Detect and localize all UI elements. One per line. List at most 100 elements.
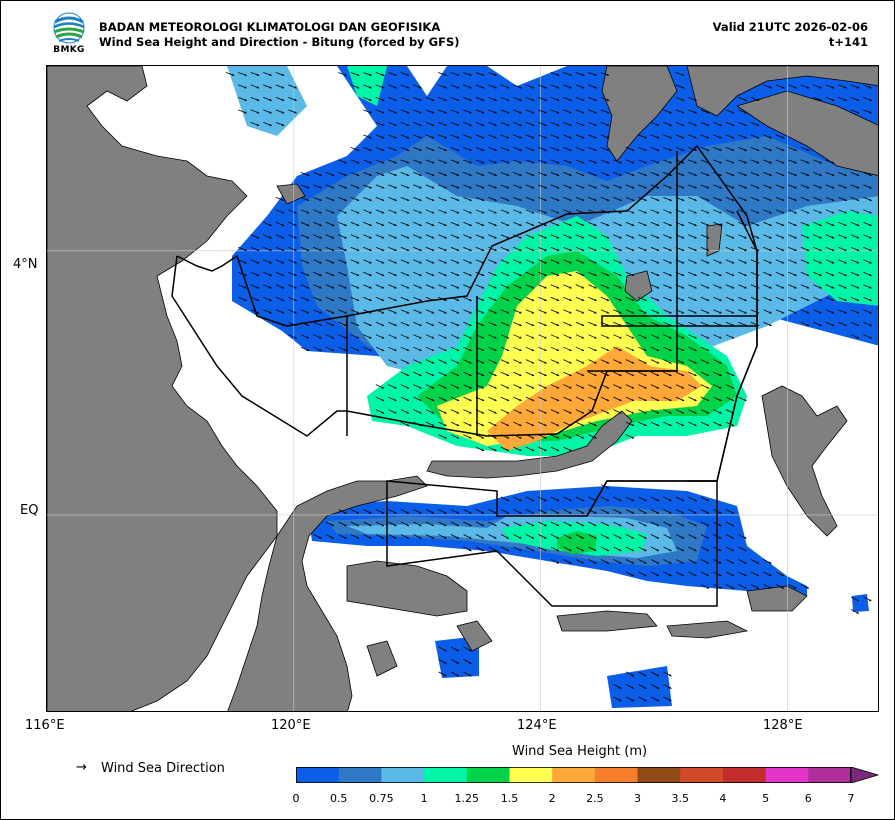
- wind-arrow: [850, 184, 860, 189]
- wind-arrow: [825, 159, 835, 164]
- wind-arrow: [438, 646, 447, 652]
- wind-arrow: [238, 246, 247, 252]
- wind-arrow: [450, 646, 460, 652]
- wind-arrow: [463, 359, 472, 364]
- wind-arrow: [638, 384, 647, 389]
- wind-arrow: [250, 271, 260, 277]
- wind-arrow: [325, 309, 335, 314]
- wind-arrow: [400, 309, 410, 314]
- wind-arrow: [538, 546, 547, 552]
- wind-arrow: [350, 209, 360, 214]
- wind-arrow: [788, 196, 797, 202]
- wind-arrow: [700, 496, 710, 502]
- wind-arrow: [650, 671, 660, 677]
- wind-arrow: [613, 284, 622, 289]
- wind-arrow: [525, 396, 535, 402]
- wind-arrow: [450, 134, 460, 139]
- wind-arrow: [500, 209, 510, 214]
- wind-arrow: [463, 271, 472, 277]
- wind-arrow: [688, 284, 697, 289]
- wind-arrow: [525, 359, 535, 364]
- wind-arrow: [538, 196, 547, 202]
- wind-arrow: [350, 259, 360, 264]
- wind-arrow: [600, 509, 610, 514]
- wind-arrow: [450, 171, 460, 177]
- wind-arrow: [563, 559, 572, 564]
- wind-arrow: [375, 221, 385, 227]
- wind-arrow: [363, 284, 372, 289]
- wind-arrow: [738, 134, 747, 139]
- wind-arrow: [550, 284, 560, 289]
- wind-arrow: [513, 246, 522, 252]
- wind-arrow: [463, 259, 472, 264]
- wind-arrow: [400, 296, 410, 302]
- wind-arrow: [463, 209, 472, 214]
- wind-arrow: [850, 246, 860, 252]
- wind-arrow: [313, 346, 322, 352]
- wind-arrow: [250, 122, 260, 126]
- wind-arrow: [725, 122, 735, 126]
- wind-arrow: [613, 496, 622, 502]
- legend-arrow-label: Wind Sea Direction: [101, 761, 225, 776]
- wind-arrow: [688, 559, 697, 564]
- wind-arrow: [713, 159, 722, 164]
- wind-arrow: [763, 321, 772, 327]
- wind-arrow: [463, 122, 472, 126]
- wind-arrow: [450, 109, 460, 114]
- wind-arrow: [288, 271, 297, 277]
- wind-arrow: [775, 271, 785, 277]
- wind-arrow: [388, 159, 397, 164]
- wind-arrow: [450, 271, 460, 277]
- wind-arrow: [688, 371, 697, 377]
- wind-arrow: [688, 509, 697, 514]
- wind-arrow: [463, 196, 472, 202]
- wind-arrow: [550, 171, 560, 177]
- wind-arrow: [425, 246, 435, 252]
- wind-arrow: [463, 534, 472, 539]
- wind-arrow: [588, 309, 597, 314]
- wind-arrow: [713, 384, 722, 389]
- wind-arrow: [538, 509, 547, 514]
- wind-arrow: [363, 84, 372, 89]
- wind-arrow: [475, 521, 485, 527]
- wind-arrow: [850, 209, 860, 214]
- wind-arrow: [775, 84, 785, 89]
- wind-arrow: [663, 259, 672, 264]
- wind-arrow: [450, 196, 460, 202]
- wind-arrow: [600, 147, 610, 151]
- wind-arrow: [413, 271, 422, 277]
- wind-arrow: [788, 584, 797, 589]
- wind-arrow: [588, 296, 597, 302]
- wind-arrow: [725, 109, 735, 114]
- wind-arrow: [638, 359, 647, 364]
- wind-arrow: [400, 234, 410, 239]
- wind-arrow: [613, 196, 622, 202]
- wind-arrow: [688, 546, 697, 552]
- wind-arrow: [675, 72, 685, 76]
- wind-arrow: [500, 546, 510, 552]
- wind-arrow: [438, 671, 447, 677]
- wind-arrow: [575, 221, 585, 227]
- wind-arrow: [850, 334, 860, 339]
- wind-arrow: [563, 534, 572, 539]
- wind-arrow: [513, 409, 522, 414]
- wind-arrow: [625, 384, 635, 389]
- wind-arrow: [750, 159, 760, 164]
- wind-arrow: [300, 259, 310, 264]
- wind-arrow: [675, 521, 685, 527]
- wind-arrow: [350, 196, 360, 202]
- wind-arrow: [388, 521, 397, 527]
- wind-arrow: [688, 309, 697, 314]
- wind-arrow: [638, 396, 647, 402]
- wind-arrow: [363, 271, 372, 277]
- wind-arrow: [350, 72, 360, 76]
- wind-arrow: [775, 246, 785, 252]
- wind-arrow: [550, 134, 560, 139]
- wind-arrow: [600, 359, 610, 364]
- wind-arrow: [413, 84, 422, 89]
- wind-arrow: [825, 296, 835, 302]
- wind-arrow: [375, 246, 385, 252]
- wind-arrow: [450, 671, 460, 677]
- wind-arrow: [638, 421, 647, 427]
- wind-arrow: [550, 221, 560, 227]
